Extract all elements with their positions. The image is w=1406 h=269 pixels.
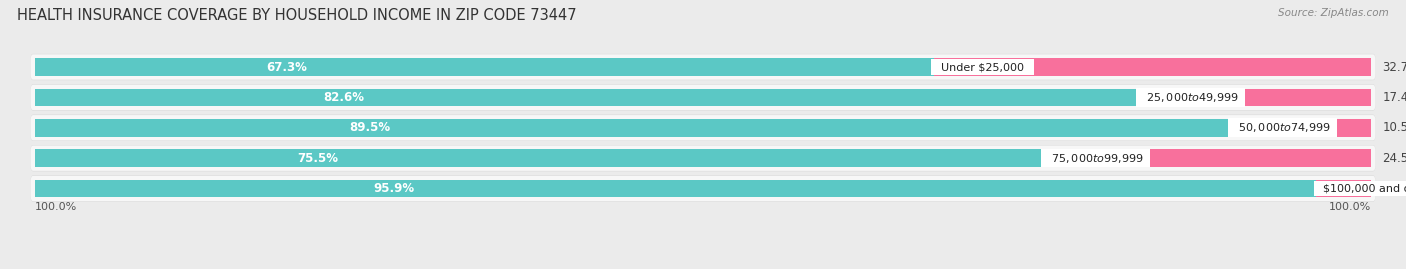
Bar: [35, 180, 1316, 197]
Text: 17.4%: 17.4%: [1382, 91, 1406, 104]
Bar: [35, 89, 1139, 106]
Text: 75.5%: 75.5%: [297, 152, 337, 165]
Bar: [1043, 149, 1371, 167]
FancyBboxPatch shape: [31, 84, 1375, 111]
Text: 10.5%: 10.5%: [1382, 121, 1406, 134]
Bar: [1316, 180, 1371, 197]
Text: 82.6%: 82.6%: [323, 91, 364, 104]
Bar: [934, 58, 1371, 76]
Bar: [35, 119, 1230, 137]
FancyBboxPatch shape: [31, 175, 1375, 202]
Text: 100.0%: 100.0%: [35, 202, 77, 213]
Text: HEALTH INSURANCE COVERAGE BY HOUSEHOLD INCOME IN ZIP CODE 73447: HEALTH INSURANCE COVERAGE BY HOUSEHOLD I…: [17, 8, 576, 23]
Bar: [35, 149, 1043, 167]
Text: $25,000 to $49,999: $25,000 to $49,999: [1139, 91, 1243, 104]
Text: 32.7%: 32.7%: [1382, 61, 1406, 73]
FancyBboxPatch shape: [31, 54, 1375, 80]
Text: Under $25,000: Under $25,000: [934, 62, 1031, 72]
Text: 95.9%: 95.9%: [373, 182, 415, 195]
Text: $100,000 and over: $100,000 and over: [1316, 183, 1406, 194]
FancyBboxPatch shape: [31, 146, 1375, 171]
Text: $50,000 to $74,999: $50,000 to $74,999: [1230, 121, 1334, 134]
FancyBboxPatch shape: [31, 145, 1375, 171]
Bar: [1230, 119, 1371, 137]
FancyBboxPatch shape: [31, 115, 1375, 140]
FancyBboxPatch shape: [31, 176, 1375, 201]
FancyBboxPatch shape: [31, 115, 1375, 141]
Text: 4.1%: 4.1%: [1382, 182, 1406, 195]
Text: 100.0%: 100.0%: [1329, 202, 1371, 213]
Bar: [35, 58, 934, 76]
Bar: [1139, 89, 1371, 106]
FancyBboxPatch shape: [31, 54, 1375, 80]
Text: $75,000 to $99,999: $75,000 to $99,999: [1043, 152, 1147, 165]
Text: 89.5%: 89.5%: [349, 121, 391, 134]
Text: 67.3%: 67.3%: [266, 61, 307, 73]
Text: Source: ZipAtlas.com: Source: ZipAtlas.com: [1278, 8, 1389, 18]
Text: 24.5%: 24.5%: [1382, 152, 1406, 165]
FancyBboxPatch shape: [31, 85, 1375, 110]
